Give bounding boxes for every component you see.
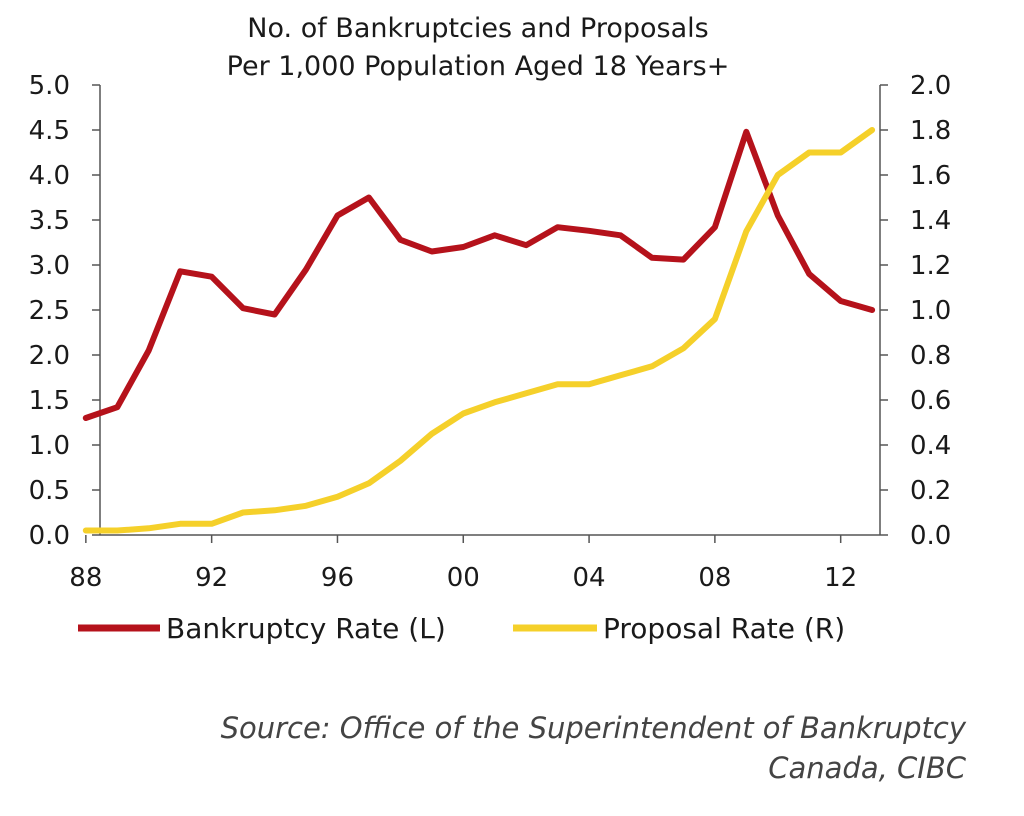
legend-label-bankruptcy: Bankruptcy Rate (L): [166, 612, 446, 645]
right-tick-label: 1.8: [910, 116, 951, 146]
left-tick-label: 0.0: [29, 521, 70, 551]
right-tick-label: 0.0: [910, 521, 951, 551]
x-axis-ticks: 88 92 96 00 04 08 12: [69, 535, 857, 593]
x-tick-label: 08: [698, 563, 731, 593]
left-tick-label: 3.0: [29, 251, 70, 281]
chart-title-line-2: Per 1,000 Population Aged 18 Years+: [227, 51, 730, 82]
proposal-rate-line: [82, 127, 876, 534]
chart: No. of Bankruptcies and Proposals Per 1,…: [29, 13, 952, 645]
left-tick-label: 1.5: [29, 386, 70, 416]
x-tick-label: 96: [321, 563, 354, 593]
right-tick-label: 0.2: [910, 476, 951, 506]
bankruptcy-rate-line: [82, 128, 876, 421]
right-tick-label: 2.0: [910, 71, 951, 101]
x-tick-label: 92: [195, 563, 228, 593]
axes: [99, 85, 881, 536]
right-tick-label: 0.6: [910, 386, 951, 416]
left-axis-ticks: 0.0 0.5 1.0 1.5 2.0 2.5 3.0 3.5 4.0 4.5 5.0: [29, 71, 100, 551]
left-tick-label: 2.5: [29, 296, 70, 326]
source-line-1: Source: Office of the Superintendent of …: [220, 711, 966, 745]
chart-title-line-1: No. of Bankruptcies and Proposals: [247, 13, 708, 44]
left-tick-label: 4.5: [29, 116, 70, 146]
left-tick-label: 3.5: [29, 206, 70, 236]
legend-label-proposal: Proposal Rate (R): [603, 612, 845, 645]
right-tick-label: 1.2: [910, 251, 951, 281]
right-tick-label: 0.4: [910, 431, 951, 461]
left-tick-label: 1.0: [29, 431, 70, 461]
x-tick-label: 00: [447, 563, 480, 593]
right-tick-label: 0.8: [910, 341, 951, 371]
x-tick-label: 88: [69, 563, 102, 593]
right-tick-label: 1.4: [910, 206, 951, 236]
right-axis-ticks: 0.0 0.2 0.4 0.6 0.8 1.0 1.2 1.4 1.6 1.8 2.0: [880, 71, 951, 551]
left-tick-label: 0.5: [29, 476, 70, 506]
left-tick-label: 4.0: [29, 161, 70, 191]
left-tick-label: 5.0: [29, 71, 70, 101]
x-tick-label: 12: [824, 563, 857, 593]
legend: Bankruptcy Rate (L) Proposal Rate (R): [78, 612, 845, 645]
series-lines: [82, 127, 876, 534]
left-tick-label: 2.0: [29, 341, 70, 371]
right-tick-label: 1.6: [910, 161, 951, 191]
source-note: Source: Office of the Superintendent of …: [221, 708, 966, 788]
x-tick-label: 04: [573, 563, 606, 593]
right-tick-label: 1.0: [910, 296, 951, 326]
source-line-2: Canada, CIBC: [768, 751, 966, 785]
